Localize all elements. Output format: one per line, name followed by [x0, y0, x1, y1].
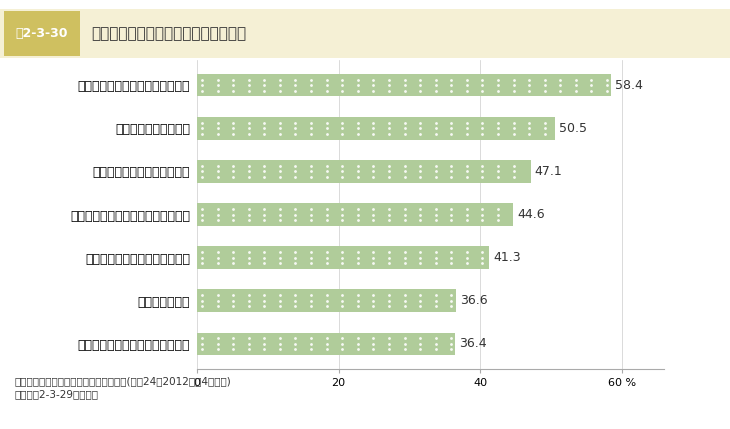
- Text: 資料：内閣府「食育に関する意識調査」(平成24（2012）年4月公表): 資料：内閣府「食育に関する意識調査」(平成24（2012）年4月公表): [15, 376, 231, 386]
- Text: 44.6: 44.6: [517, 208, 545, 221]
- Text: 58.4: 58.4: [615, 79, 642, 92]
- Bar: [197, 246, 489, 269]
- Bar: [197, 160, 531, 183]
- Bar: [197, 74, 610, 97]
- Text: 50.5: 50.5: [559, 122, 587, 135]
- Text: 注：図2-3-29を参照。: 注：図2-3-29を参照。: [15, 389, 99, 399]
- Text: 41.3: 41.3: [493, 251, 521, 264]
- Bar: [197, 203, 512, 226]
- Text: 図2-3-30: 図2-3-30: [16, 27, 68, 40]
- Text: 36.6: 36.6: [461, 294, 488, 307]
- Bar: [197, 290, 456, 312]
- Text: 47.1: 47.1: [535, 165, 563, 178]
- Text: 36.4: 36.4: [459, 337, 487, 350]
- Text: 今後の食生活で特に力を入れたいこと: 今後の食生活で特に力を入れたいこと: [91, 26, 247, 41]
- Bar: [197, 117, 555, 139]
- Bar: [197, 332, 455, 355]
